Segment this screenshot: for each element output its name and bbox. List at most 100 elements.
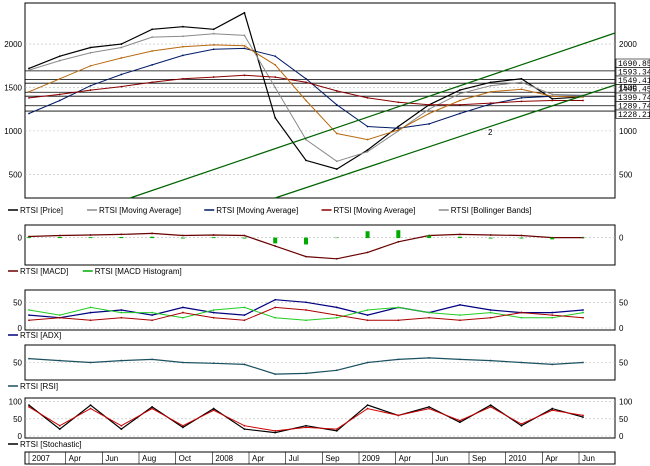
adx-data-point	[89, 306, 92, 309]
adx-data-point	[212, 311, 215, 314]
adx-data-point	[582, 316, 584, 319]
rsi-data-point	[428, 356, 431, 359]
legend-label: RTSI [Bollinger Bands]	[451, 206, 532, 215]
adx-data-point	[89, 319, 92, 322]
adx-data-point	[489, 309, 492, 311]
time-tick-label: Jun	[582, 454, 595, 463]
price-level-value: 1593.344	[618, 69, 650, 78]
time-tick-label: Sep	[325, 454, 340, 463]
y-tick-label-right: 2000	[619, 40, 637, 49]
price-data-point	[458, 99, 461, 102]
adx-data-point	[366, 319, 369, 322]
rsi-data-point	[489, 359, 492, 362]
time-tick-label: 2009	[362, 454, 380, 463]
macd-histogram-bar	[457, 236, 462, 239]
price-data-point	[489, 90, 492, 93]
price-data-point	[397, 129, 400, 131]
adx-panel[interactable]	[24, 289, 616, 331]
y-tick-label-left: 50	[13, 298, 22, 307]
rsi-data-point	[243, 363, 246, 366]
y-tick-label-left: 2000	[4, 40, 22, 49]
price-data-point	[181, 45, 184, 48]
rsi-data-point	[551, 363, 554, 366]
legend-label: RTSI [Moving Average]	[216, 206, 298, 215]
adx-data-point	[243, 314, 246, 317]
price-data-point	[366, 125, 369, 128]
stochastic-data-point	[274, 429, 277, 432]
price-data-point	[28, 96, 30, 99]
stochastic-data-point	[181, 426, 184, 429]
price-data-point	[520, 100, 523, 103]
y-tick-label-right: 0	[619, 432, 624, 441]
price-data-point	[305, 138, 307, 141]
adx-data-point	[58, 314, 61, 317]
time-tick-label: Jun	[435, 454, 448, 463]
macd-panel[interactable]	[24, 224, 616, 266]
adx-data-point	[458, 314, 461, 317]
y-tick-label-right: 0	[619, 324, 624, 333]
price-data-point	[181, 35, 184, 38]
price-data-point	[243, 44, 246, 47]
time-axis	[24, 451, 616, 465]
macd-data-point	[366, 251, 369, 254]
price-data-point	[58, 55, 61, 58]
y-tick-label-left: 50	[13, 359, 22, 368]
macd-data-point	[243, 234, 246, 237]
rsi-data-point	[89, 361, 92, 364]
price-data-point	[151, 81, 154, 84]
price-data-point	[243, 11, 246, 14]
price-data-point	[58, 77, 61, 80]
adx-data-point	[366, 309, 369, 311]
adx-data-point	[489, 316, 492, 319]
price-data-point	[397, 101, 400, 104]
stochastic-data-point	[305, 426, 307, 429]
price-panel[interactable]	[24, 2, 616, 199]
time-tick-label: Jul	[289, 454, 299, 463]
price-data-point	[120, 57, 123, 59]
price-data-point	[458, 112, 461, 115]
stochastic-data-point	[151, 405, 154, 408]
time-tick-label: Aug	[142, 454, 156, 463]
price-data-point	[243, 47, 246, 50]
stochastic-data-point	[489, 405, 492, 408]
price-data-point	[428, 103, 431, 106]
y-tick-label-left: 0	[18, 324, 23, 333]
rsi-data-point	[335, 369, 338, 372]
macd-histogram-bar	[550, 237, 555, 240]
price-data-point	[28, 69, 30, 72]
time-tick-label: Apr	[545, 454, 558, 463]
macd-data-point	[274, 245, 277, 247]
macd-histogram-bar	[211, 237, 216, 239]
stochastic-data-point	[428, 407, 431, 410]
price-data-point	[212, 44, 215, 46]
rsi-data-point	[458, 358, 461, 361]
price-data-point	[489, 81, 492, 84]
adx-data-point	[274, 298, 277, 301]
stochastic-data-point	[243, 428, 246, 431]
adx-data-point	[458, 303, 461, 306]
macd-histogram-bar	[180, 237, 185, 239]
price-data-point	[212, 48, 215, 51]
price-data-point	[458, 92, 461, 95]
stochastic-data-point	[58, 428, 61, 431]
price-data-point	[28, 112, 30, 115]
price-data-point	[520, 81, 523, 84]
price-level-value: 1549.413	[618, 77, 650, 86]
time-tick-label: Jun	[105, 454, 118, 463]
macd-histogram-bar	[57, 236, 62, 239]
stochastic-data-point	[520, 424, 523, 427]
stochastic-data-point	[458, 419, 461, 422]
stochastic-panel[interactable]	[24, 397, 616, 439]
y-tick-label-left: 100	[9, 398, 23, 407]
price-data-point	[305, 77, 307, 80]
adx-data-point	[520, 316, 523, 319]
y-tick-label-right: 50	[619, 298, 628, 307]
price-data-point	[305, 99, 307, 102]
stochastic-data-point	[212, 407, 215, 410]
adx-data-point	[243, 306, 246, 309]
adx-data-point	[212, 316, 215, 319]
macd-histogram-bar	[519, 237, 524, 239]
adx-data-point	[243, 319, 246, 322]
stochastic-data-point	[397, 414, 400, 417]
legend-label: RTSI [Stochastic]	[20, 440, 82, 449]
